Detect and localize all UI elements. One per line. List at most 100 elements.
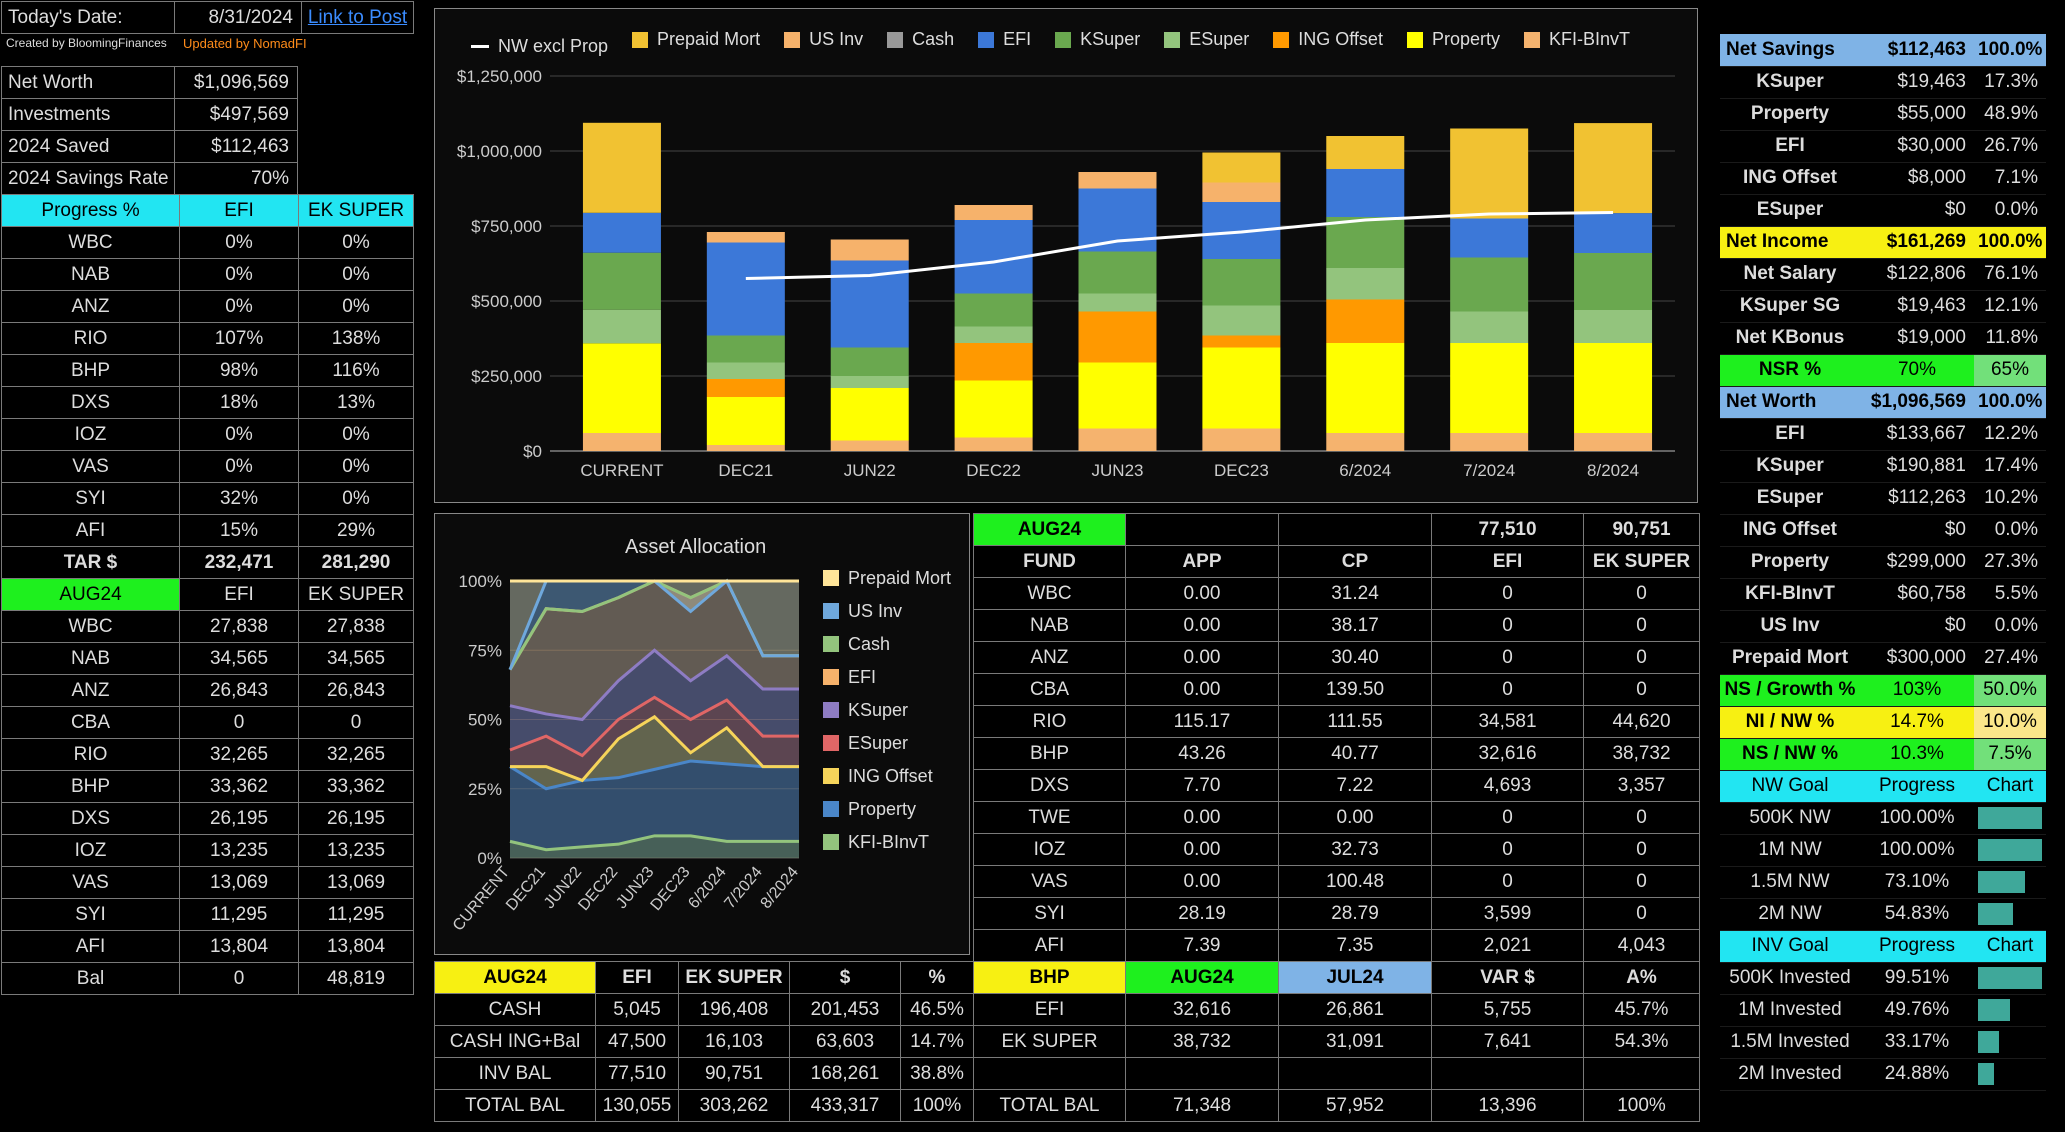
aug-value: 11,295 <box>179 898 299 931</box>
aug-value: 13,235 <box>179 834 299 867</box>
cash-value: 14.7% <box>900 1025 974 1058</box>
fund-value: 0 <box>1431 577 1584 610</box>
fund-value: 0.00 <box>1278 801 1432 834</box>
savings-row-ksuper: KSuper $19,463 17.3% <box>1720 66 2046 99</box>
progress-value: 98% <box>179 354 299 387</box>
fund-top-cell <box>1278 513 1432 546</box>
fund-row-syi: SYI 28.19 28.79 3,599 0 <box>973 897 1700 930</box>
legend-item-property[interactable]: Property <box>1406 29 1500 50</box>
nwgoal-head-cell: Progress <box>1860 770 1974 803</box>
income-row-ksuper-sg: KSuper SG $19,463 12.1% <box>1720 290 2046 323</box>
fund-ticker: IOZ <box>973 833 1126 866</box>
savings-label: ESuper <box>1720 194 1860 227</box>
area-legend-item-cash[interactable]: Cash <box>823 635 953 669</box>
area-legend-item-efi[interactable]: EFI <box>823 668 953 702</box>
x-tick-label: CURRENT <box>450 863 513 934</box>
summary-value: 70% <box>174 162 298 195</box>
invgoal-head-cell: INV Goal <box>1720 930 1860 963</box>
progress-ticker: WBC <box>1 226 180 259</box>
legend-label: ESuper <box>1189 29 1250 49</box>
fund-row-wbc: WBC 0.00 31.24 0 0 <box>973 577 1700 610</box>
legend-item-ksuper[interactable]: KSuper <box>1055 29 1140 50</box>
area-legend-item-kfi-binvt[interactable]: KFI-BInvT <box>823 832 953 867</box>
bar-segment-property <box>830 388 909 441</box>
summary-row-investments: Investments $497,569 <box>1 98 298 131</box>
networth-label: US Inv <box>1720 610 1860 643</box>
ratio-cell: NS / Growth % <box>1720 674 1860 707</box>
y-tick-label: $1,000,000 <box>457 142 542 161</box>
summary-value: $497,569 <box>174 98 298 131</box>
invgoal-head-cell: Chart <box>1974 930 2046 963</box>
legend-item-ing-offset[interactable]: ING Offset <box>1273 29 1383 50</box>
income-label: Net Salary <box>1720 258 1860 291</box>
y-tick-label: 75% <box>468 641 502 660</box>
bar-segment-ksuper <box>582 252 661 310</box>
area-legend-item-prepaid-mort[interactable]: Prepaid Mort <box>823 569 953 603</box>
legend-item-kfi-binvt[interactable]: KFI-BInvT <box>1523 29 1630 50</box>
cash-value: 16,103 <box>678 1025 790 1058</box>
income-row-net-salary: Net Salary $122,806 76.1% <box>1720 258 2046 291</box>
progress-value: 107% <box>179 322 299 355</box>
nwgoal-progress: 73.10% <box>1860 866 1974 899</box>
legend-label: KFI-BInvT <box>848 832 930 852</box>
area-esuper <box>510 697 799 781</box>
aug-value: 26,843 <box>298 674 414 707</box>
y-tick-label: 0% <box>477 849 502 868</box>
area-legend-item-ksuper[interactable]: KSuper <box>823 701 953 735</box>
area-legend-item-us-inv[interactable]: US Inv <box>823 602 953 636</box>
fund-value: 0 <box>1583 865 1700 898</box>
link-to-post[interactable]: Link to Post <box>301 1 414 34</box>
progress-ticker: VAS <box>1 450 180 483</box>
bar-segment-kfi-binvt <box>1078 428 1157 451</box>
fund-value: 0.00 <box>1125 609 1279 642</box>
fund-value: 0 <box>1431 673 1584 706</box>
fund-header-cp: CP <box>1278 545 1432 578</box>
savings-value: $30,000 <box>1860 130 1974 163</box>
nwgoal-chart-cell <box>1974 802 2046 835</box>
bhp-label <box>973 1057 1126 1090</box>
progress-value: 0% <box>298 450 414 483</box>
net-worth-stacked-bar-chart: $0 $250,000 $500,000 $750,000 $1,000,000 $1,2… <box>457 67 1675 480</box>
asset-allocation-area-chart: 0%25%50%75%100%CURRENTDEC21JUN22DEC22JUN… <box>450 572 802 934</box>
legend-swatch <box>1164 31 1181 48</box>
fund-ticker: RIO <box>973 705 1126 738</box>
area-line-property <box>509 759 799 791</box>
fund-row-rio: RIO 115.17 111.55 34,581 44,620 <box>973 705 1700 738</box>
nwgoal-chart-cell <box>1974 866 2046 899</box>
fund-value: 115.17 <box>1125 705 1279 738</box>
legend-item-cash[interactable]: Cash <box>887 29 954 50</box>
legend-label: EFI <box>1003 29 1032 49</box>
income-head-cell: Net Income <box>1720 226 1860 259</box>
savings-value: $0 <box>1860 194 1974 227</box>
legend-item-efi[interactable]: EFI <box>978 29 1031 50</box>
bar-segment-kfi-binvt <box>954 437 1033 451</box>
networth-label: EFI <box>1720 418 1860 451</box>
aug-value: 13,804 <box>179 930 299 963</box>
area-legend-item-ing-offset[interactable]: ING Offset <box>823 767 953 801</box>
legend-swatch <box>823 603 839 619</box>
x-tick-label: DEC21 <box>718 461 773 480</box>
legend-item-prepaid-mort[interactable]: Prepaid Mort <box>632 29 760 50</box>
progress-row-syi: SYI 32% 0% <box>1 482 414 515</box>
legend-swatch <box>823 768 839 784</box>
networth-label: Property <box>1720 546 1860 579</box>
legend-swatch <box>823 669 839 685</box>
fund-header: FUND APP CP EFI EK SUPER <box>973 545 1700 578</box>
fund-row-vas: VAS 0.00 100.48 0 0 <box>973 865 1700 898</box>
bar-segment-esuper <box>954 326 1033 343</box>
bhp-header-a: A% <box>1583 961 1700 994</box>
area-legend-item-esuper[interactable]: ESuper <box>823 734 953 768</box>
fund-value: 38,732 <box>1583 737 1700 770</box>
legend-item-esuper[interactable]: ESuper <box>1164 29 1249 50</box>
legend-label: ING Offset <box>1298 29 1383 49</box>
legend-item-nw-excl-prop[interactable]: NW excl Prop <box>471 36 608 57</box>
ratio-row-ns-nw: NS / NW % 10.3% 7.5% <box>1720 738 2046 771</box>
fund-top-row: AUG24 77,510 90,751 <box>973 513 1700 546</box>
bar-segment-kfi-binvt <box>706 445 785 451</box>
area-legend-item-property[interactable]: Property <box>823 800 953 834</box>
networth-percent: 12.2% <box>1974 418 2046 451</box>
fund-value: 0 <box>1431 865 1584 898</box>
fund-value: 0.00 <box>1125 577 1279 610</box>
legend-item-us-inv[interactable]: US Inv <box>784 29 863 50</box>
networth-label: ESuper <box>1720 482 1860 515</box>
